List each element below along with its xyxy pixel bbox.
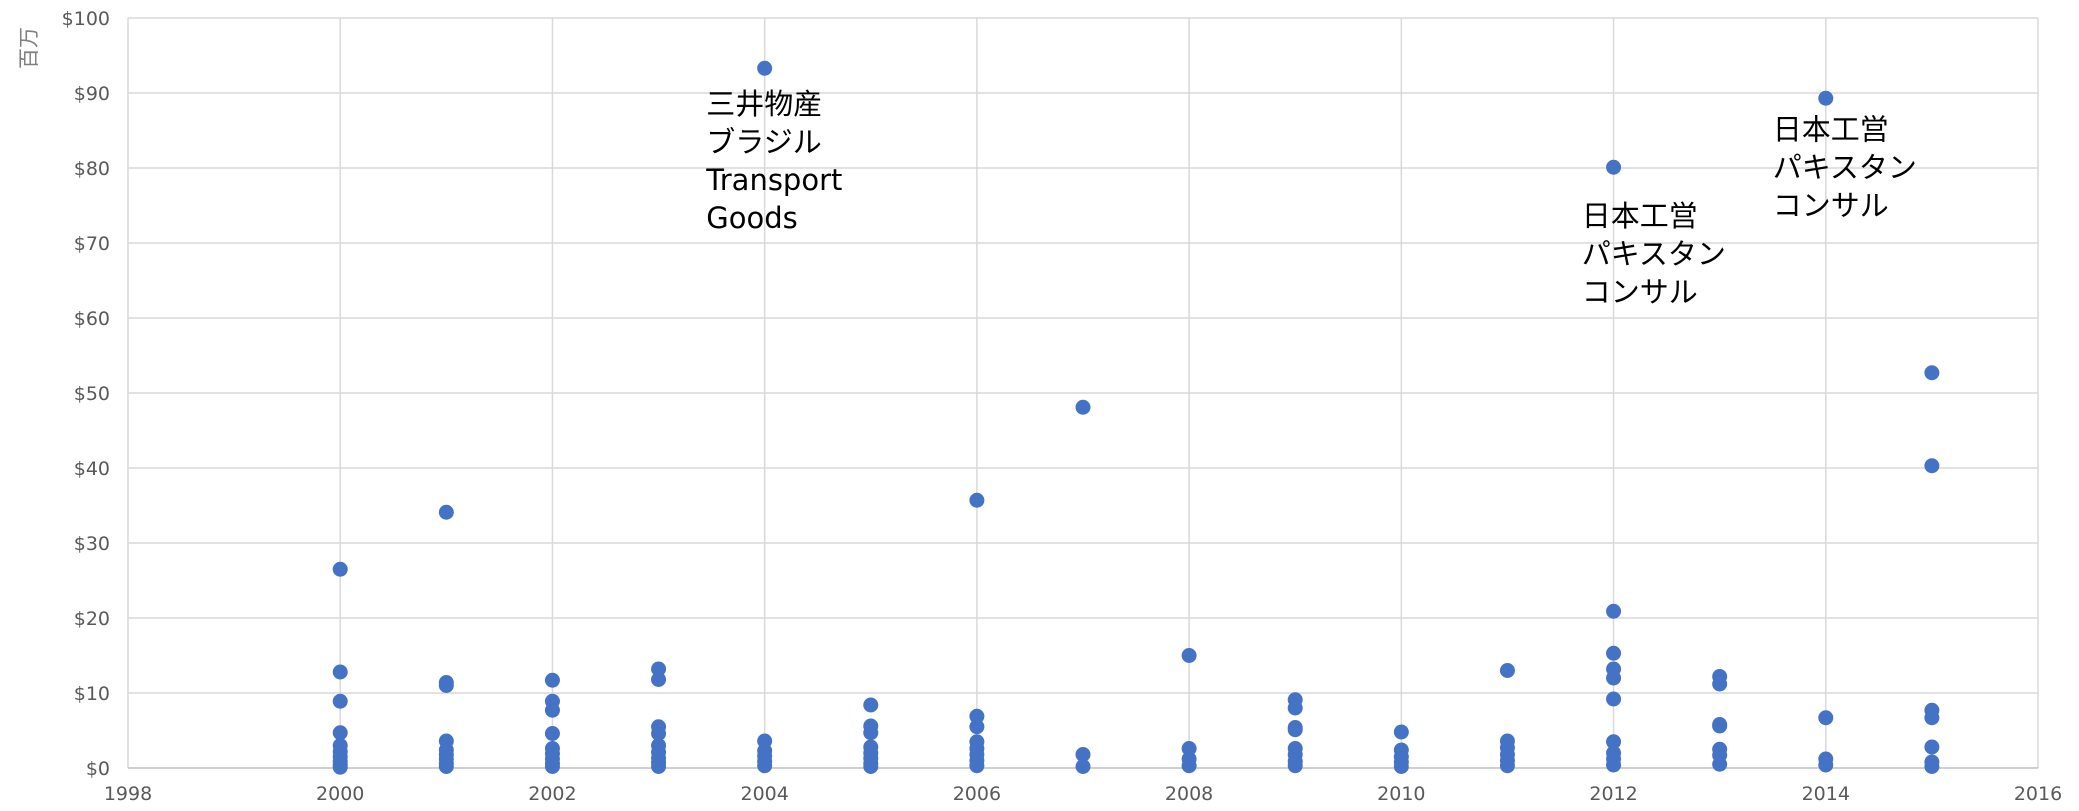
data-point [1606,645,1622,661]
y-tick-label: $60 [74,308,110,330]
annotation-line: 日本工営 [1773,113,1889,147]
data-point [332,725,348,741]
annotation-line: コンサル [1773,189,1889,223]
data-point [438,678,454,693]
data-point [969,708,985,724]
data-point [651,661,667,677]
data-point [651,672,667,687]
data-point [438,504,454,520]
data-point [1606,159,1622,175]
data-point [1287,700,1303,716]
annotation-line: ブラジル [706,125,821,159]
data-point [863,697,879,713]
data-point [969,719,985,735]
data-point [1499,758,1515,774]
data-point [544,672,560,688]
data-point [863,759,879,774]
annotation-line: Transport [705,163,842,197]
data-point [1712,756,1728,772]
x-tick-label: 2016 [2014,783,2062,805]
data-point [1181,648,1197,663]
x-tick-label: 2000 [316,783,364,805]
annotation-line: パキスタン [1582,237,1726,271]
annotations: 三井物産ブラジル Transport Goods 日本工営パキスタンコンサル日本工営パ… [705,87,1917,309]
data-point [757,60,773,76]
data-point [544,726,560,741]
x-tick-label: 2004 [740,783,788,805]
data-point [1393,759,1409,774]
data-point [1606,670,1622,686]
y-tick-label: $90 [74,83,110,105]
x-tick-label: 2008 [1165,783,1213,805]
x-tick-label: 1998 [104,783,152,805]
x-tick-label: 2012 [1589,783,1637,805]
data-point [332,561,348,577]
annotation-line: パキスタン [1773,151,1917,185]
data-point [1075,759,1091,774]
data-point [438,759,454,774]
data-point [332,693,348,709]
x-tick-labels: 1998 2000 2002 2004 2006 2008 2010 2012 2014 2016 [104,783,2062,805]
data-point [757,758,773,774]
data-point [544,702,560,718]
data-point [1075,747,1091,762]
annotation-line: コンサル [1582,275,1698,309]
data-point [1075,399,1091,415]
y-tick-label: $20 [74,608,110,630]
y-tick-labels: $0 $10 $20 $30 $40 $50 $60 $70 $80 $90 $100 [62,8,110,780]
annotation-label: 日本工営パキスタンコンサル [1582,199,1726,309]
data-point [969,758,985,774]
x-tick-label: 2014 [1802,783,1850,805]
data-point [1712,718,1728,734]
data-point [1818,757,1834,773]
data-point [1818,710,1834,726]
x-tick-label: 2002 [528,783,576,805]
annotation-label: 日本工営パキスタンコンサル [1773,113,1917,223]
data-point [1924,458,1940,474]
data-point [1924,759,1940,774]
data-point [1287,758,1303,774]
data-point [1393,724,1409,740]
data-point [969,492,985,508]
y-tick-label: $0 [86,758,110,780]
data-point [1287,722,1303,738]
data-point [1181,741,1197,756]
data-point [332,664,348,680]
annotation-line: Goods [706,201,797,235]
data-points [332,60,1940,775]
y-tick-label: $70 [74,233,110,255]
y-tick-label: $80 [74,158,110,180]
y-tick-label: $30 [74,533,110,555]
data-point [1499,663,1515,678]
data-point [1712,676,1728,692]
y-tick-label: $10 [74,683,110,705]
data-point [332,759,348,775]
data-point [1606,691,1622,707]
annotation-label: 三井物産ブラジル Transport Goods [705,87,842,235]
data-point [863,725,879,741]
data-point [1606,734,1622,750]
data-point [1924,365,1940,381]
y-tick-label: $40 [74,458,110,480]
data-point [1606,757,1622,773]
x-tick-label: 2010 [1377,783,1425,805]
data-point [544,759,560,774]
data-point [1924,710,1940,726]
y-unit-label: 百万 [17,27,41,69]
annotation-line: 日本工営 [1582,199,1698,233]
data-point [651,759,667,774]
gridlines [127,17,2039,768]
data-point [1606,603,1622,619]
y-tick-label: $50 [74,383,110,405]
data-point [1818,90,1834,106]
data-point [651,726,667,741]
annotation-line: 三井物産 [706,87,822,121]
data-point [1924,739,1940,755]
data-point [1181,758,1197,774]
y-tick-label: $100 [62,8,110,30]
x-tick-label: 2006 [953,783,1001,805]
